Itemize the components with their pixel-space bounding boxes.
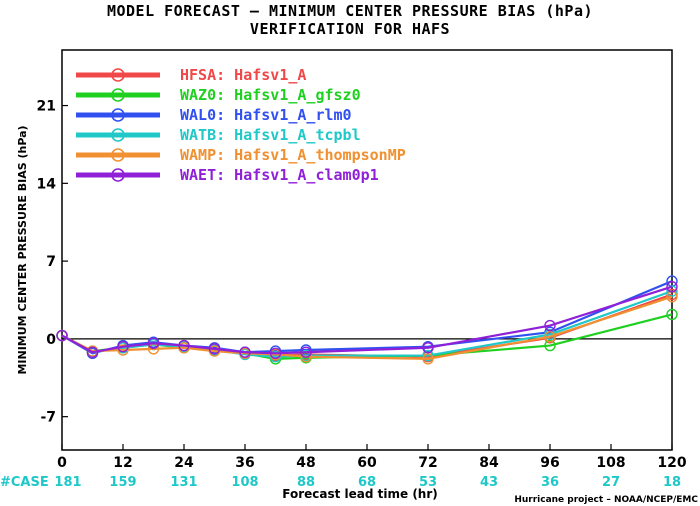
legend: HFSA: Hafsv1_A WAZ0: Hafsv1_A_gfsz0 WAL0: … (76, 66, 406, 184)
series-marker (117, 344, 129, 356)
y-tick-label: 14 (37, 176, 57, 192)
legend-entry: WAL0: Hafsv1_A_rlm0 (180, 106, 352, 124)
y-tick-label: -7 (40, 410, 56, 426)
case-count: 88 (297, 475, 315, 490)
legend-entry: WAET: Hafsv1_A_clam0p1 (180, 166, 379, 184)
case-count: 68 (358, 475, 376, 490)
x-tick-label: 120 (657, 455, 686, 471)
series-marker (147, 337, 160, 350)
y-tick-label: 21 (37, 99, 56, 115)
case-count: 131 (170, 475, 197, 490)
legend-entry: WATB: Hafsv1_A_tcpbl (180, 126, 361, 144)
series-marker (269, 347, 282, 360)
legend-marker (111, 88, 125, 102)
legend-entry: WAMP: Hafsv1_A_thompsonMP (180, 146, 406, 164)
x-tick-label: 60 (357, 455, 377, 471)
x-tick-label: 72 (418, 455, 437, 471)
legend-marker (111, 168, 125, 182)
series-marker (422, 349, 434, 362)
x-tick-label: 96 (540, 455, 559, 471)
legend-marker (111, 108, 125, 122)
case-count: 181 (54, 475, 81, 490)
chart-subtitle: VERIFICATION FOR HAFS (249, 20, 451, 38)
y-axis-label: MINIMUM CENTER PRESSURE BIAS (hPa) (16, 125, 29, 374)
series-marker (666, 280, 678, 293)
x-axis: 0 12 24 36 48 60 72 84 96 108 120 (57, 444, 687, 471)
y-tick-label: 7 (46, 254, 56, 270)
case-count: 18 (663, 475, 681, 490)
series-marker (117, 340, 129, 353)
case-count: 43 (480, 475, 498, 490)
y-axis: -7 0 7 14 21 (37, 99, 68, 426)
legend-marker (111, 148, 125, 162)
x-tick-label: 36 (235, 455, 254, 471)
x-tick-label: 24 (174, 455, 194, 471)
legend-entry: HFSA: Hafsv1_A (180, 66, 306, 84)
case-count: 53 (419, 475, 437, 490)
legend-entry: WAZ0: Hafsv1_A_gfsz0 (180, 86, 361, 104)
x-tick-label: 84 (479, 455, 499, 471)
x-tick-label: 108 (596, 455, 625, 471)
credit-text: Hurricane project – NOAA/NCEP/EMC (514, 495, 698, 505)
series-marker (239, 346, 251, 358)
series-marker (422, 353, 434, 365)
case-count: 36 (541, 475, 559, 490)
series-marker (666, 285, 678, 297)
series-marker (544, 339, 556, 352)
series-marker (544, 330, 556, 343)
series-marker (56, 329, 68, 342)
case-counts: #CASE 181 159 131 108 88 68 53 43 36 27 18 (0, 475, 681, 490)
x-tick-label: 0 (57, 455, 67, 471)
series-marker (208, 343, 221, 355)
case-count: 27 (602, 475, 620, 490)
series-marker (544, 319, 556, 332)
case-count: 159 (109, 475, 136, 490)
series-layer (56, 275, 678, 365)
plot-frame (61, 49, 673, 451)
series-marker (666, 308, 678, 321)
series-marker (178, 339, 190, 352)
chart-title: MODEL FORECAST – MINIMUM CENTER PRESSURE… (106, 2, 594, 20)
series-marker (300, 346, 312, 358)
case-label: #CASE (0, 475, 49, 490)
x-tick-label: 48 (296, 455, 315, 471)
x-tick-label: 12 (113, 455, 132, 471)
y-tick-label: 0 (46, 332, 56, 348)
legend-marker (111, 128, 125, 142)
legend-marker (111, 68, 125, 82)
series-marker (86, 346, 99, 358)
x-axis-label: Forecast lead time (hr) (282, 487, 438, 501)
series-marker (422, 342, 434, 354)
case-count: 108 (231, 475, 258, 490)
